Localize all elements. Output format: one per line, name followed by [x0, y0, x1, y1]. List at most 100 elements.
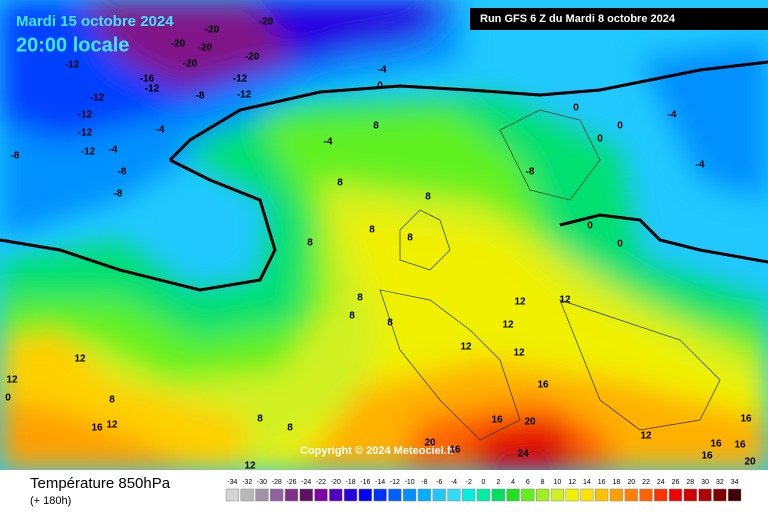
contour-label: -12	[78, 110, 93, 121]
legend-label: 24	[657, 479, 665, 486]
contour-label: 16	[91, 423, 103, 434]
legend-label: -6	[436, 479, 442, 486]
contour-label: -8	[114, 189, 123, 200]
legend-swatch	[580, 488, 594, 502]
legend-label: 16	[598, 479, 606, 486]
legend-label: -28	[272, 479, 282, 486]
contour-label: -16	[140, 74, 155, 85]
legend-swatch	[521, 488, 535, 502]
legend-swatch	[299, 488, 313, 502]
contour-label: 0	[597, 134, 603, 145]
contour-label: -20	[205, 25, 220, 36]
legend-swatch	[343, 488, 358, 502]
legend-swatch	[358, 488, 372, 502]
contour-label: 8	[257, 414, 263, 425]
legend-swatch	[403, 488, 417, 502]
contour-label: 8	[109, 395, 115, 406]
legend-swatch	[713, 488, 727, 502]
contour-label: -12	[90, 93, 105, 104]
legend-swatch	[314, 488, 328, 502]
contour-label: 16	[740, 414, 752, 425]
contour-label: -4	[156, 125, 165, 136]
contour-label: 20	[524, 417, 536, 428]
legend-swatch	[639, 488, 653, 502]
contour-label: 8	[407, 233, 413, 244]
legend-label: -14	[375, 479, 385, 486]
contour-label: 0	[573, 103, 579, 114]
contour-label: 0	[617, 121, 623, 132]
contour-label: -12	[237, 90, 252, 101]
contour-label: -12	[65, 60, 80, 71]
contour-label: -20	[245, 52, 260, 63]
contour-label: -8	[118, 167, 127, 178]
valid-date: Mardi 15 octobre 2024	[16, 13, 174, 30]
contour-label: 16	[449, 445, 461, 456]
contour-label: 20	[424, 438, 436, 449]
contour-label: 20	[744, 457, 756, 468]
legend-swatch	[491, 488, 505, 502]
legend-label: 26	[672, 479, 680, 486]
legend-swatch	[609, 488, 624, 502]
contour-label: 12	[502, 320, 514, 331]
legend-label: 2	[496, 479, 500, 486]
contour-label: -20	[259, 17, 274, 28]
legend-label: 30	[701, 479, 709, 486]
legend-swatch	[417, 488, 432, 502]
legend-label: 0	[482, 479, 486, 486]
contour-label: 12	[6, 375, 18, 386]
legend-label: 8	[541, 479, 545, 486]
contour-label: 12	[74, 354, 86, 365]
legend-label: -8	[421, 479, 427, 486]
contour-label: 12	[514, 297, 526, 308]
legend-swatch	[683, 488, 697, 502]
contour-label: -8	[11, 151, 20, 162]
legend-label: -12	[390, 479, 400, 486]
contour-label: -12	[81, 147, 96, 158]
legend-swatch	[476, 488, 491, 502]
run-info: Run GFS 6 Z du Mardi 8 octobre 2024	[480, 13, 676, 25]
contour-label: -12	[233, 74, 248, 85]
contour-label: 8	[387, 318, 393, 329]
legend-swatch	[225, 488, 240, 502]
contour-label: 8	[425, 192, 431, 203]
legend-label: 22	[642, 479, 650, 486]
legend-swatch	[270, 488, 284, 502]
contour-label: -20	[183, 59, 198, 70]
legend-swatch	[550, 488, 564, 502]
legend-label: -18	[345, 479, 355, 486]
legend-swatch	[624, 488, 638, 502]
legend-swatch	[329, 488, 343, 502]
legend-label: 32	[716, 479, 724, 486]
legend-swatch	[698, 488, 712, 502]
contour-label: 12	[513, 348, 525, 359]
contour-label: 24	[517, 449, 529, 460]
contour-label: 12	[640, 431, 652, 442]
legend-swatch	[654, 488, 668, 502]
contour-label: -8	[526, 167, 535, 178]
contour-label: 0	[617, 239, 623, 250]
legend-label: -2	[466, 479, 472, 486]
legend-label: -30	[257, 479, 267, 486]
contour-label: 12	[244, 461, 256, 472]
legend-swatch	[506, 488, 520, 502]
legend-swatch	[565, 488, 579, 502]
contour-label: 0	[5, 393, 11, 404]
contour-label: 8	[307, 238, 313, 249]
contour-label: -8	[196, 91, 205, 102]
contour-label: -4	[668, 110, 677, 121]
contour-label: 16	[734, 440, 746, 451]
local-time: 20:00 locale	[16, 34, 129, 56]
legend-swatch	[595, 488, 609, 502]
contour-label: 8	[373, 121, 379, 132]
legend-swatch	[668, 488, 683, 502]
legend-swatch	[255, 488, 269, 502]
legend-label: 6	[526, 479, 530, 486]
contour-label: 16	[491, 415, 503, 426]
contour-label: -4	[696, 160, 705, 171]
footer-title: Température 850hPa	[30, 475, 171, 492]
contour-label: -20	[171, 39, 186, 50]
legend-label: -22	[316, 479, 326, 486]
contour-label: 12	[460, 342, 472, 353]
legend-label: -4	[451, 479, 457, 486]
